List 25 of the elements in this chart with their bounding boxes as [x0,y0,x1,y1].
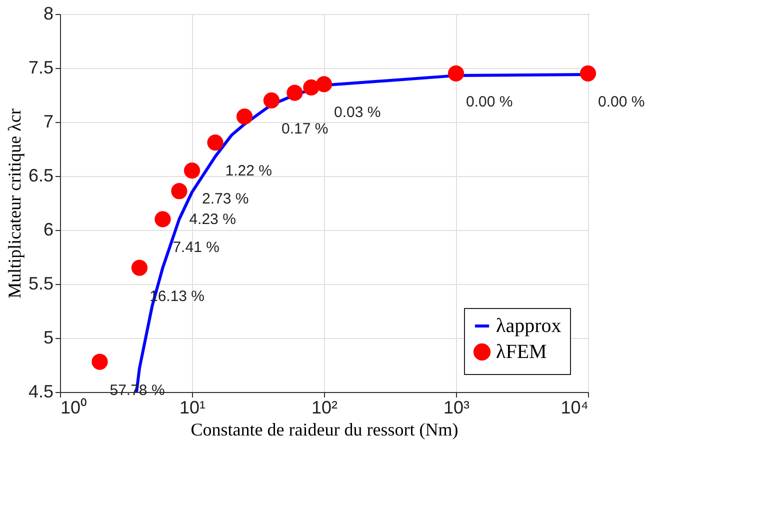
y-tick-label: 6.5 [28,166,54,186]
annotation: 0.00 % [466,93,513,110]
annotation: 4.23 % [189,211,236,228]
legend-label: λFEM [496,341,548,363]
annotation: 7.41 % [172,239,220,256]
x-axis-title: Constante de raideur du ressort (Nm) [190,420,458,440]
annotation: 0.03 % [334,104,381,122]
annotation: 0.17 % [281,120,328,138]
y-tick-label: 7.5 [28,58,54,78]
y-tick-label: 4.5 [28,382,54,402]
x-tick-label: 10⁰ [60,398,87,418]
y-axis-title: Multiplicateur critique λcr [4,108,24,298]
y-tick-label: 6 [43,220,54,240]
x-tick-label: 10⁴ [560,398,588,418]
y-tick-label: 8 [43,4,54,24]
x-tick-label: 10² [311,398,338,418]
annotation: 0.00 % [598,93,645,110]
legend-label: λapprox [496,315,562,337]
y-tick-label: 5.5 [28,274,54,294]
x-tick-label: 10³ [443,398,470,418]
annotation: 2.73 % [202,190,249,208]
y-tick-label: 7 [43,112,54,132]
x-tick-label: 10¹ [179,398,206,418]
y-tick-label: 5 [43,328,54,348]
annotation: 1.22 % [225,162,272,180]
